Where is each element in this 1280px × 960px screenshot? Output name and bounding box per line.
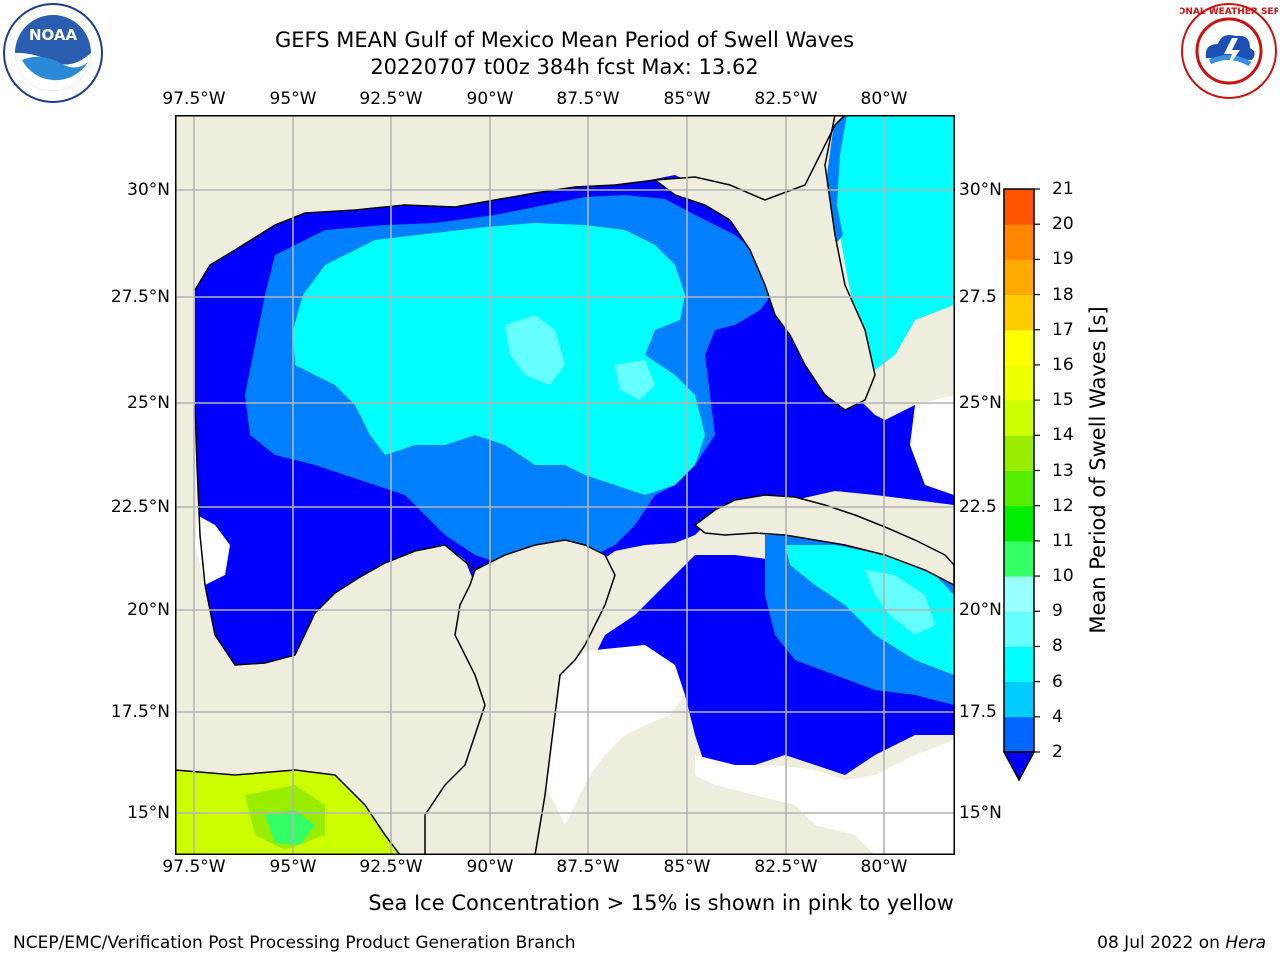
lon-tick-bottom: 80°W <box>860 857 908 877</box>
lon-tick-bottom: 92.5°W <box>359 857 423 877</box>
colorbar-tick-label: 8 <box>1052 636 1063 657</box>
lat-tick-left: 25°N <box>127 393 170 413</box>
lat-tick-left: 20°N <box>127 600 170 620</box>
colorbar-segment <box>1004 400 1034 436</box>
lat-tick-right: 30°N <box>959 180 1002 200</box>
lon-tick-bottom: 95°W <box>269 857 317 877</box>
colorbar-tick-label: 18 <box>1052 284 1074 305</box>
colorbar-segment <box>1004 505 1034 542</box>
colorbar-under-triangle <box>1002 751 1036 782</box>
run-date: 08 Jul 2022 on Hera <box>1097 933 1266 953</box>
credit-text: NCEP/EMC/Verification Post Processing Pr… <box>13 933 576 953</box>
lat-tick-left: 17.5°N <box>110 702 170 722</box>
lon-tick-bottom: 97.5°W <box>162 857 226 877</box>
colorbar-tick-label: 19 <box>1052 249 1074 270</box>
florida-land <box>652 115 876 411</box>
colorbar-segment <box>1004 364 1034 401</box>
colorbar-tick-label: 17 <box>1052 319 1074 340</box>
colorbar-tick-label: 10 <box>1052 566 1074 587</box>
colorbar-tick-label: 21 <box>1052 179 1074 199</box>
colorbar-segment <box>1004 329 1034 366</box>
colorbar-tick-label: 12 <box>1052 495 1074 516</box>
run-date-text: 08 Jul 2022 on <box>1097 933 1220 953</box>
lat-tick-left: 22.5°N <box>110 497 170 517</box>
gulf-light-cyan-patch <box>615 360 655 400</box>
sea-ice-note: Sea Ice Concentration > 15% is shown in … <box>368 891 954 915</box>
lon-tick-top: 87.5°W <box>556 89 620 109</box>
colorbar-segment <box>1004 576 1034 612</box>
lat-tick-left: 27.5°N <box>110 287 170 307</box>
lat-tick-right: 27.5 <box>959 287 997 307</box>
lon-tick-bottom: 87.5°W <box>556 857 620 877</box>
colorbar-tick-label: 9 <box>1052 601 1063 622</box>
lon-tick-top: 85°W <box>663 89 711 109</box>
svg-text:NOAA: NOAA <box>29 26 78 44</box>
colorbar-segment <box>1004 716 1034 753</box>
colorbar-tick-label: 4 <box>1052 706 1063 727</box>
colorbar-tick-label: 13 <box>1052 460 1074 481</box>
missing-data-area <box>695 740 954 855</box>
lat-tick-left: 30°N <box>127 180 170 200</box>
colorbar-segment <box>1004 189 1034 225</box>
gulf-light-cyan-patch <box>505 315 565 385</box>
lon-tick-bottom: 82.5°W <box>754 857 818 877</box>
pacific-coastline <box>175 769 401 855</box>
lon-tick-bottom: 90°W <box>466 857 514 877</box>
lon-tick-top: 92.5°W <box>359 89 423 109</box>
lon-tick-top: 97.5°W <box>162 89 226 109</box>
colorbar-label: Mean Period of Swell Waves [s] <box>1086 306 1110 634</box>
colorbar-tick-label: 2 <box>1052 742 1063 762</box>
lat-tick-right: 20°N <box>959 600 1002 620</box>
colorbar-tick-label: 20 <box>1052 214 1074 235</box>
map-title: GEFS MEAN Gulf of Mexico Mean Period of … <box>274 28 855 52</box>
host-name: Hera <box>1225 933 1266 953</box>
lat-tick-right: 25°N <box>959 393 1002 413</box>
caribbean-light-cyan-patch <box>865 570 935 635</box>
colorbar-segment <box>1004 294 1034 331</box>
colorbar <box>1002 188 1040 782</box>
colorbar-segment <box>1004 646 1034 683</box>
colorbar-tick-label: 16 <box>1052 354 1074 375</box>
colorbar-segment <box>1004 435 1034 471</box>
map-panel <box>175 115 955 855</box>
missing-data-area <box>910 395 954 495</box>
lat-tick-right: 22.5 <box>959 497 997 517</box>
map-frame <box>175 115 955 855</box>
colorbar-tick-label: 14 <box>1052 425 1074 446</box>
colorbar-segment <box>1004 611 1034 647</box>
pacific-ice-dark-green-patch <box>265 810 315 845</box>
lon-tick-top: 95°W <box>269 89 317 109</box>
map-subtitle: 20220707 t00z 384h fcst Max: 13.62 <box>370 55 759 79</box>
colorbar-tick-label: 15 <box>1052 390 1074 411</box>
noaa-logo: NOAA <box>3 3 103 103</box>
map-grid <box>175 115 955 855</box>
colorbar-segment <box>1004 259 1034 296</box>
svg-text:NATIONAL WEATHER SERVICE: NATIONAL WEATHER SERVICE <box>1180 7 1278 17</box>
colorbar-segment <box>1004 470 1034 507</box>
nws-logo: NATIONAL WEATHER SERVICE <box>1180 3 1278 99</box>
colorbar-segment <box>1004 540 1034 577</box>
lon-tick-bottom: 85°W <box>663 857 711 877</box>
colorbar-segment <box>1004 681 1034 718</box>
lat-tick-left: 15°N <box>127 803 170 823</box>
colorbar-tick-label: 6 <box>1052 671 1063 692</box>
lat-tick-right: 15°N <box>959 803 1002 823</box>
colorbar-tick-label: 11 <box>1052 530 1074 551</box>
gulf-cyan-zone <box>293 223 705 495</box>
lat-tick-right: 17.5 <box>959 702 997 722</box>
lon-tick-top: 80°W <box>860 89 908 109</box>
gulf-coastline <box>194 179 656 666</box>
colorbar-segment <box>1004 224 1034 260</box>
lon-tick-top: 82.5°W <box>754 89 818 109</box>
atlantic-zone <box>835 115 954 370</box>
lon-tick-top: 90°W <box>466 89 514 109</box>
yucatan-land <box>424 539 616 855</box>
